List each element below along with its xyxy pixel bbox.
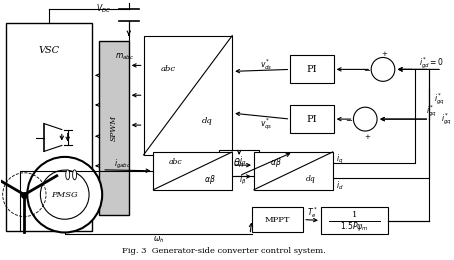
Text: $\alpha\beta$: $\alpha\beta$ bbox=[204, 173, 216, 186]
Ellipse shape bbox=[66, 170, 69, 180]
Text: $i_\beta$: $i_\beta$ bbox=[239, 174, 247, 187]
Text: $\omega_h$: $\omega_h$ bbox=[153, 234, 164, 245]
Bar bbox=[153, 152, 232, 190]
Ellipse shape bbox=[73, 170, 77, 180]
Text: $\alpha\beta$: $\alpha\beta$ bbox=[270, 156, 282, 169]
Text: $v_{qs}^*$: $v_{qs}^*$ bbox=[260, 116, 272, 132]
Text: Fig. 3  Generator-side converter control system.: Fig. 3 Generator-side converter control … bbox=[123, 247, 326, 255]
Text: abc: abc bbox=[161, 65, 176, 73]
Text: SPWM: SPWM bbox=[110, 115, 118, 141]
Text: $m_{abc}$: $m_{abc}$ bbox=[115, 52, 134, 62]
Text: MPPT: MPPT bbox=[265, 216, 290, 224]
Text: $T_e^*$: $T_e^*$ bbox=[306, 205, 317, 220]
Bar bbox=[143, 36, 232, 155]
Text: $i_q$: $i_q$ bbox=[336, 153, 343, 166]
Text: $i_{gd}^*=0$: $i_{gd}^*=0$ bbox=[419, 56, 444, 71]
Text: $i_{gq}^*$: $i_{gq}^*$ bbox=[441, 111, 452, 127]
Circle shape bbox=[40, 170, 89, 219]
Text: $-$: $-$ bbox=[363, 66, 371, 73]
Text: VSC: VSC bbox=[39, 46, 59, 55]
Bar bbox=[254, 152, 333, 190]
Text: $i_{gq}^*$: $i_{gq}^*$ bbox=[434, 92, 445, 107]
Bar bbox=[291, 105, 334, 133]
Bar bbox=[321, 207, 388, 235]
Text: abc: abc bbox=[169, 159, 183, 166]
Text: $i_\alpha$: $i_\alpha$ bbox=[239, 155, 247, 167]
Text: $1.5P\psi_m$: $1.5P\psi_m$ bbox=[340, 220, 369, 233]
Text: PI: PI bbox=[307, 115, 317, 123]
Text: $i_d$: $i_d$ bbox=[336, 179, 343, 192]
Bar bbox=[5, 23, 92, 231]
Text: PMSG: PMSG bbox=[51, 191, 78, 199]
Text: $i_{gabc}$: $i_{gabc}$ bbox=[114, 158, 131, 171]
Circle shape bbox=[371, 57, 395, 81]
Text: 1: 1 bbox=[352, 211, 357, 219]
Text: $+$: $+$ bbox=[381, 49, 389, 58]
Text: $v_{ds}^*$: $v_{ds}^*$ bbox=[260, 57, 272, 72]
Text: $V_{DC}$: $V_{DC}$ bbox=[96, 3, 111, 15]
Text: $\theta_h$: $\theta_h$ bbox=[233, 156, 245, 170]
Bar bbox=[99, 41, 129, 214]
Text: $+$: $+$ bbox=[364, 132, 371, 140]
Bar bbox=[219, 150, 259, 176]
Text: $i_{gq}^*$: $i_{gq}^*$ bbox=[426, 103, 437, 119]
Circle shape bbox=[27, 157, 102, 232]
Text: PI: PI bbox=[307, 65, 317, 74]
Text: $-$: $-$ bbox=[345, 115, 354, 123]
Text: dq: dq bbox=[306, 175, 316, 183]
Text: dq: dq bbox=[202, 118, 213, 126]
Bar bbox=[291, 55, 334, 83]
Bar bbox=[252, 207, 303, 232]
Circle shape bbox=[353, 107, 377, 131]
